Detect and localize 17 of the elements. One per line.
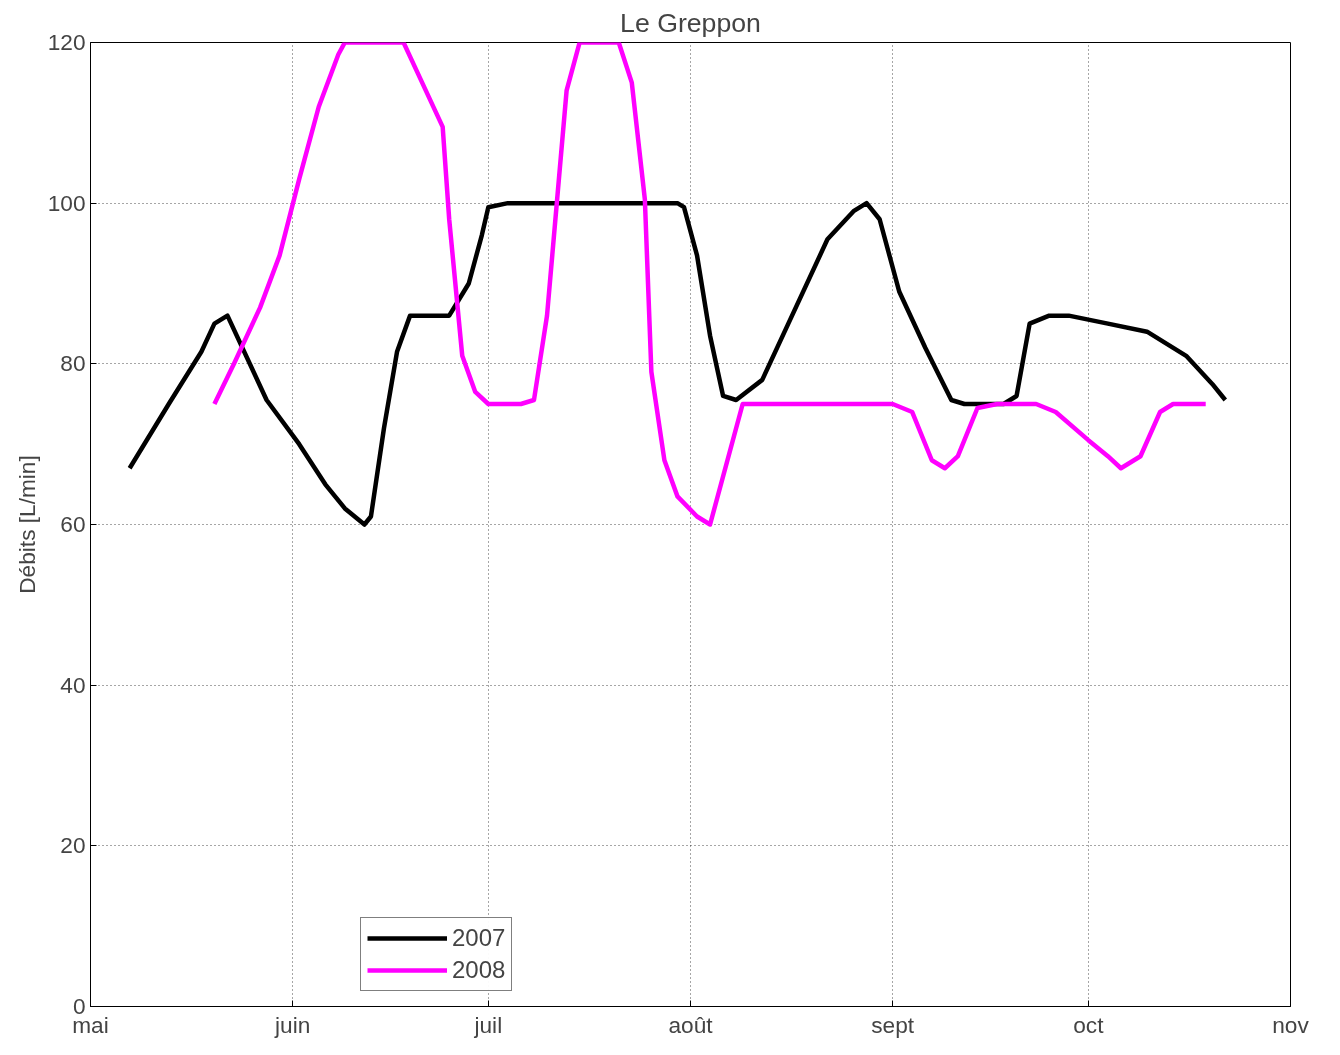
y-tick-label: 60 xyxy=(60,511,86,537)
line-series xyxy=(212,42,1208,527)
y-tick-label: 120 xyxy=(47,29,86,55)
x-tick-label: oct xyxy=(1073,1011,1105,1038)
x-tick-label: juin xyxy=(274,1011,311,1038)
y-axis-title: Débits [L/min] xyxy=(13,455,40,594)
y-tick-label: 80 xyxy=(60,350,86,377)
y-tick-label: 40 xyxy=(60,671,86,698)
x-tick-label: sept xyxy=(871,1011,915,1038)
legend-label: 2007 xyxy=(452,924,506,952)
legend-label: 2008 xyxy=(452,956,506,984)
x-tick-label: nov xyxy=(1272,1011,1310,1038)
y-tick-label: 20 xyxy=(60,832,86,859)
chart-title: Le Greppon xyxy=(620,7,761,38)
x-tick-label: juil xyxy=(473,1011,503,1038)
x-tick-label: août xyxy=(668,1011,714,1038)
y-tick-label: 100 xyxy=(47,189,86,216)
